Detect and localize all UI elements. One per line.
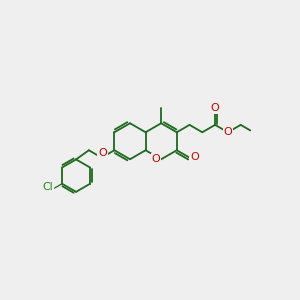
- Text: O: O: [98, 148, 107, 158]
- Text: O: O: [211, 103, 220, 113]
- Text: O: O: [152, 154, 161, 164]
- Text: O: O: [224, 127, 232, 137]
- Text: Cl: Cl: [42, 182, 53, 192]
- Text: O: O: [190, 152, 199, 162]
